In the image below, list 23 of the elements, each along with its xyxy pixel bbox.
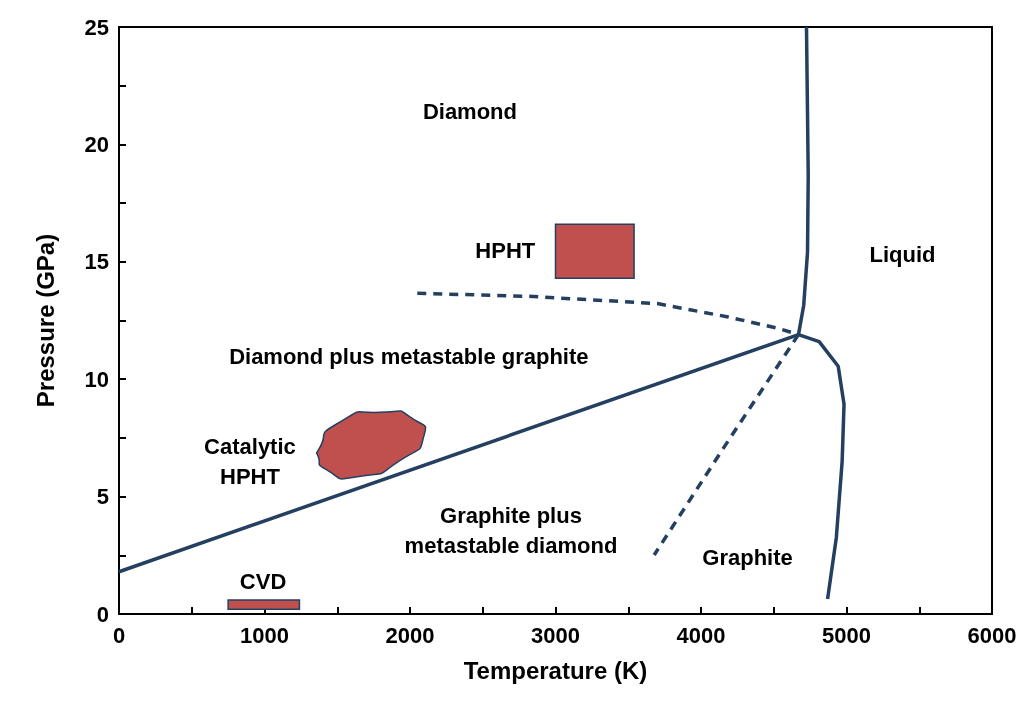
x-tick-label: 5000 [822, 622, 871, 648]
x-tick-label: 4000 [676, 622, 726, 648]
y-tick-label: 0 [96, 601, 109, 627]
annotation: Graphite [702, 545, 793, 571]
annotation: HPHT [475, 237, 536, 263]
y-tick-label: 20 [84, 131, 109, 157]
y-tick-label: 5 [96, 484, 109, 510]
annotation: Catalytic HPHT [204, 433, 296, 489]
annotation: Diamond [422, 99, 518, 125]
y-tick-label: 25 [84, 14, 109, 40]
annotation: Diamond plus metastable graphite [229, 344, 589, 370]
y-tick-label: 15 [84, 249, 109, 275]
x-axis-title: Temperature (K) [463, 656, 648, 684]
x-tick-label: 1000 [240, 622, 289, 648]
annotation: Graphite plus metastable diamond [404, 503, 618, 559]
x-tick-label: 2000 [385, 622, 435, 648]
y-tick-label: 10 [84, 366, 109, 392]
x-tick-label: 3000 [531, 622, 580, 648]
x-tick-label: 0 [112, 622, 126, 648]
x-tick-label: 6000 [967, 622, 1017, 648]
annotation: CVD [239, 568, 287, 594]
y-axis-title: Pressure (GPa) [31, 233, 59, 408]
annotation: Liquid [869, 242, 936, 268]
